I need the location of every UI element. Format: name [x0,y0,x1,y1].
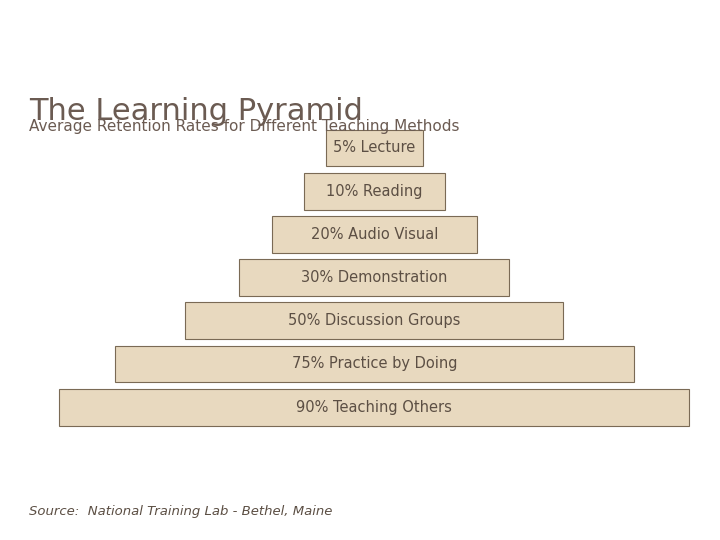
Text: 20% Audio Visual: 20% Audio Visual [311,227,438,242]
Text: Average Retention Rates for Different Teaching Methods: Average Retention Rates for Different Te… [29,119,459,134]
Text: 10% Reading: 10% Reading [326,184,423,199]
Text: 30% Demonstration: 30% Demonstration [301,270,448,285]
Text: 90% Teaching Others: 90% Teaching Others [297,400,452,415]
Text: Source:  National Training Lab - Bethel, Maine: Source: National Training Lab - Bethel, … [29,505,332,518]
Text: 75% Practice by Doing: 75% Practice by Doing [292,356,457,372]
Text: 5% Lecture: 5% Lecture [333,140,415,156]
Text: 50% Discussion Groups: 50% Discussion Groups [288,313,461,328]
Text: The Learning Pyramid: The Learning Pyramid [29,97,363,126]
